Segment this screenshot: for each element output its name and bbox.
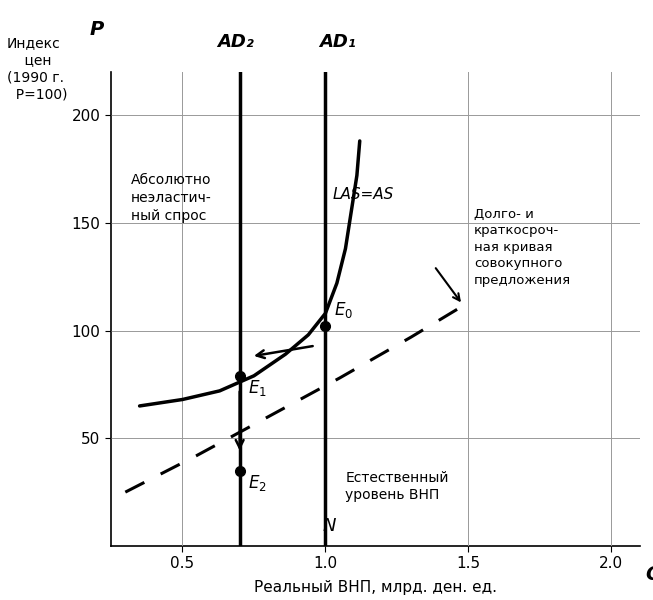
Text: AD₁: AD₁ xyxy=(319,33,356,51)
Text: N: N xyxy=(323,517,336,535)
Text: P: P xyxy=(90,20,104,39)
Text: Абсолютно
неэластич-
ный спрос: Абсолютно неэластич- ный спрос xyxy=(131,173,212,223)
Text: $E_1$: $E_1$ xyxy=(248,378,267,398)
Text: Индекс
    цен
(1990 г.
  Р=100): Индекс цен (1990 г. Р=100) xyxy=(7,36,67,102)
Text: $E_2$: $E_2$ xyxy=(248,473,267,493)
Text: $E_0$: $E_0$ xyxy=(334,300,353,320)
X-axis label: Реальный ВНП, млрд. ден. ед.: Реальный ВНП, млрд. ден. ед. xyxy=(254,580,497,595)
Text: Долго- и
краткосроч-
ная кривая
совокупного
предложения: Долго- и краткосроч- ная кривая совокупн… xyxy=(474,208,571,287)
Text: Q: Q xyxy=(645,565,653,584)
Text: AD₂: AD₂ xyxy=(217,33,253,51)
Text: LAS=AS: LAS=AS xyxy=(332,187,394,202)
Text: Естественный
уровень ВНП: Естественный уровень ВНП xyxy=(345,470,449,502)
